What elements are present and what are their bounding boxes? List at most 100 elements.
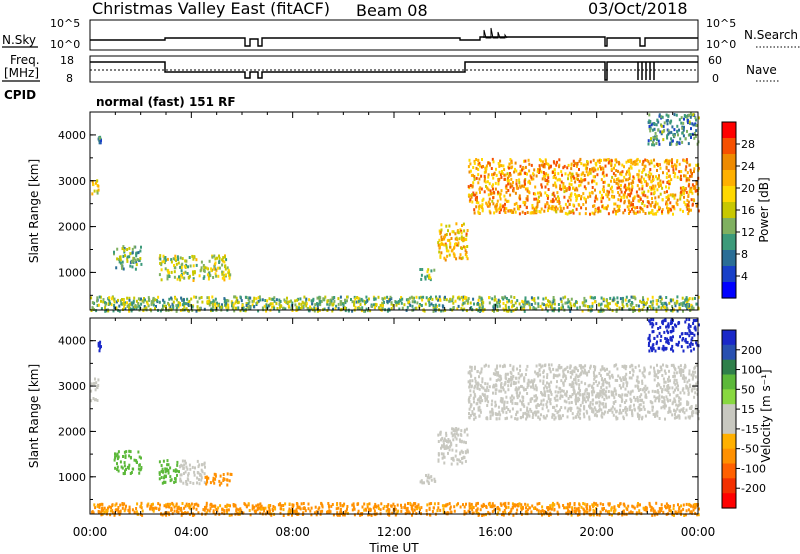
power-cell [456, 238, 459, 241]
power-cell [637, 194, 640, 198]
power-cell [454, 232, 457, 236]
noise-spikes [483, 27, 508, 39]
power-cell [457, 231, 460, 235]
vel-cell [494, 412, 497, 416]
power-cell [522, 201, 525, 204]
power-cell [540, 207, 543, 211]
vel-cell [606, 381, 609, 385]
vel-cell [628, 376, 631, 380]
power-cell [477, 158, 480, 162]
power-cell [91, 180, 94, 183]
power-cell [608, 183, 611, 187]
vel-cell [631, 409, 633, 413]
vel-cell [692, 322, 695, 325]
vel-cell [619, 404, 622, 408]
power-cell [567, 305, 570, 309]
power-cell [676, 175, 679, 179]
vel-cell [135, 507, 138, 510]
power-cell [661, 210, 663, 214]
vel-cell [368, 502, 371, 506]
power-cell [443, 237, 446, 241]
power-cell [488, 182, 491, 186]
power-cell [697, 167, 700, 171]
vel-cell [592, 371, 595, 375]
vel-cell [542, 393, 545, 397]
vel-cell [549, 398, 552, 402]
power-cell [495, 205, 497, 209]
power-cell [668, 179, 671, 183]
power-cell [666, 172, 669, 176]
vel-cell [594, 408, 597, 412]
vel-cell [682, 349, 685, 353]
vel-cell [676, 415, 679, 419]
power-cell [456, 307, 459, 311]
power-cell [592, 169, 595, 173]
power-cell [383, 296, 386, 300]
vel-cell [663, 398, 666, 402]
power-cell [460, 295, 463, 299]
vel-cell [692, 347, 695, 351]
power-cell [617, 177, 620, 181]
vel-cell [449, 444, 452, 448]
power-cell [534, 192, 537, 196]
vel-cell [468, 412, 470, 415]
noise-left-label: N.Sky [2, 33, 36, 47]
vel-cell [639, 388, 642, 391]
power-cell [648, 113, 651, 117]
power-cell [667, 169, 670, 173]
power-cell [479, 186, 482, 190]
power-cell [460, 235, 463, 239]
nave-tick-bottom: 0 [712, 72, 719, 85]
vel-cell [526, 392, 529, 395]
vel-cell [696, 343, 699, 347]
vel-cell [520, 373, 523, 377]
power-cell [180, 269, 183, 273]
power-cell [129, 264, 132, 268]
power-cell [647, 139, 650, 143]
vel-cell [491, 407, 494, 411]
vel-region-7 [437, 427, 469, 466]
vel-cell [683, 411, 686, 415]
vel-cell [661, 395, 663, 399]
power-cell [518, 181, 521, 185]
power-cell [542, 303, 545, 307]
power-cell [444, 258, 447, 262]
power-cell [465, 238, 468, 241]
power-cell [542, 297, 545, 301]
power-cell [661, 198, 664, 202]
vel-cell [605, 396, 608, 400]
power-cell [646, 182, 649, 186]
power-cell [691, 203, 694, 207]
vel-cell [541, 364, 544, 368]
power-cell [192, 257, 195, 261]
power-cell [126, 259, 129, 263]
vel-cell [692, 370, 694, 374]
power-cell [680, 116, 683, 120]
power-cell [406, 305, 409, 309]
power-cell [621, 170, 624, 174]
power-cell [521, 306, 524, 310]
power-cell [497, 162, 500, 165]
vel-cell [90, 399, 93, 403]
power-cell [166, 274, 169, 278]
power-cell [340, 302, 342, 306]
vel-cell [595, 507, 598, 511]
vel-cell [123, 461, 126, 465]
vel-cell [469, 372, 472, 376]
power-cell [683, 174, 685, 178]
power-cell [123, 305, 126, 309]
power-cell [195, 263, 198, 267]
power-cell [214, 297, 217, 301]
vel-cell [669, 398, 672, 402]
power-cell [397, 300, 400, 303]
vel-cell [694, 505, 697, 509]
power-cell [671, 309, 674, 313]
vel-cell [501, 398, 504, 402]
vel-cell [196, 476, 199, 480]
vel-cell [469, 382, 472, 386]
power-cell [104, 306, 106, 310]
vel-cell [668, 375, 670, 379]
power-cell [660, 297, 663, 301]
power-cell [648, 119, 651, 123]
power-cell [637, 175, 640, 179]
